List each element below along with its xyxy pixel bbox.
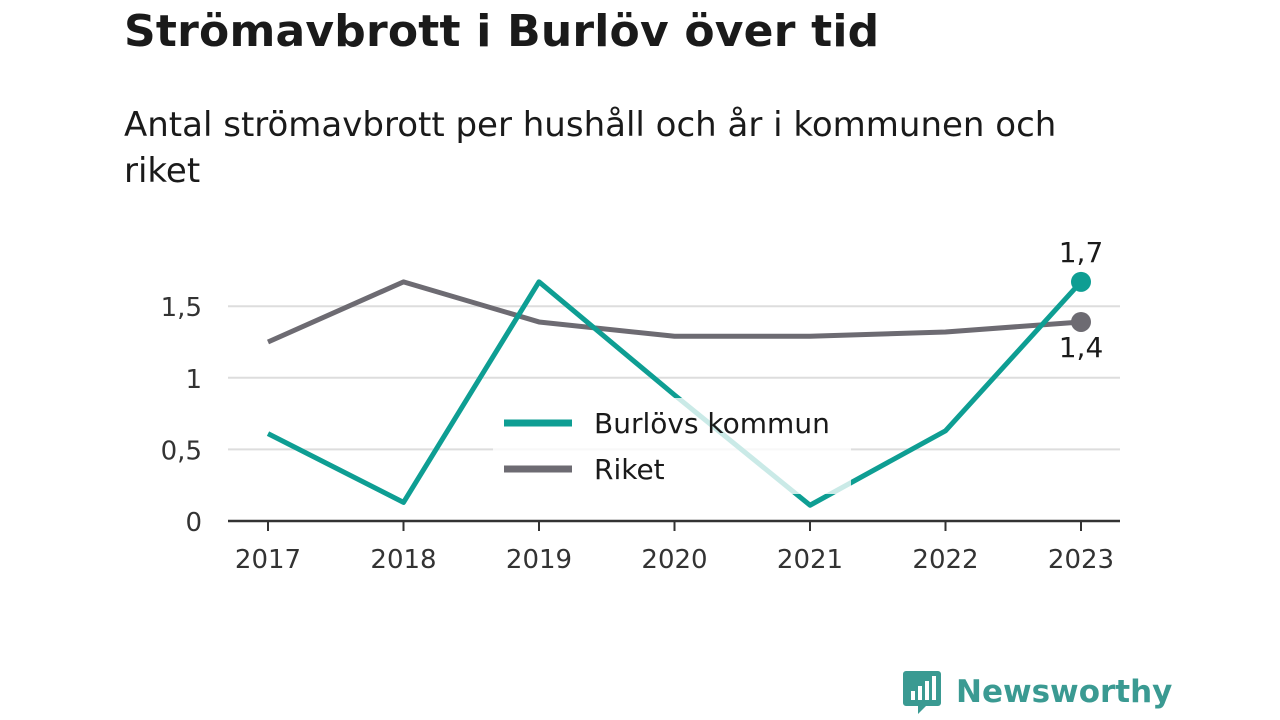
y-tick-label: 1 [185,365,202,395]
legend-label: Burlövs kommun [594,407,830,440]
newsworthy-logo-icon [903,671,941,714]
y-axis-labels: 0 0,5 1 1,5 [161,293,202,538]
x-tick-label: 2019 [506,545,572,575]
x-tick-label: 2023 [1048,545,1114,575]
y-tick-label: 0,5 [161,436,202,466]
y-tick-label: 0 [185,508,202,538]
y-tick-label: 1,5 [161,293,202,323]
end-value-label: 1,7 [1059,236,1104,269]
x-tick-label: 2018 [370,545,436,575]
brand-name: Newsworthy [956,674,1173,710]
series-line-burlov [266,279,1083,508]
x-axis: 2017 2018 2019 2020 2021 2022 2023 [228,519,1120,575]
series-lines [266,279,1083,508]
legend-background [493,398,851,494]
chart-subtitle: Antal strömavbrott per hushåll och år i … [124,105,1057,191]
x-tick-label: 2017 [235,545,301,575]
x-tick-label: 2022 [912,545,978,575]
x-tick-label: 2020 [641,545,707,575]
chart-title: Strömavbrott i Burlöv över tid [124,6,880,57]
legend-label: Riket [594,453,665,486]
brand-logo: Newsworthy [902,670,1172,714]
end-marker-dot [1071,271,1091,292]
end-marker-dot [1071,311,1091,332]
series-line-riket [266,279,1082,345]
legend: Burlövs kommun Riket [493,398,851,494]
end-value-label: 1,4 [1059,331,1104,364]
x-tick-label: 2021 [777,545,843,575]
line-chart: 0 0,5 1 1,5 2017 2018 2019 2020 2021 2022 2023 Bu… [161,236,1120,575]
end-markers: 1,7 1,4 [1059,236,1104,364]
